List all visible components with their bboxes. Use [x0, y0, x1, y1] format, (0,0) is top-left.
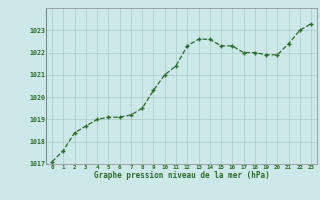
- X-axis label: Graphe pression niveau de la mer (hPa): Graphe pression niveau de la mer (hPa): [94, 171, 269, 180]
